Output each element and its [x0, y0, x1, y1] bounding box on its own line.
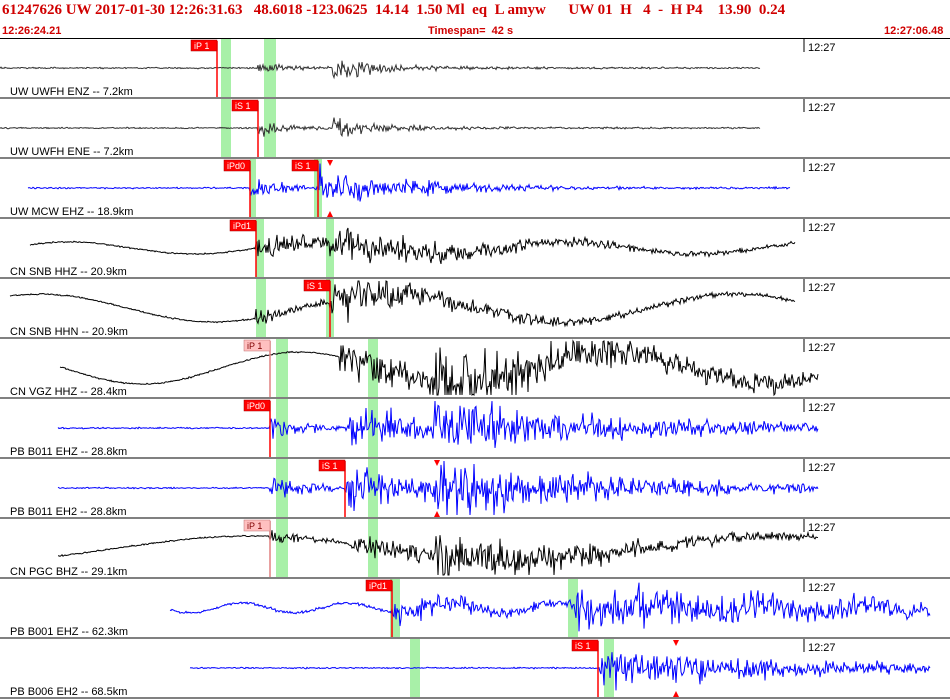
time-tick-label: 12:27	[808, 642, 836, 654]
channel-label: CN VGZ HHZ -- 28.4km	[10, 386, 127, 398]
time-tick-label: 12:27	[808, 222, 836, 234]
channel-label: PB B001 EHZ -- 62.3km	[10, 626, 128, 638]
channel-row[interactable]: iPd1 12:27 CN SNB HHZ -- 20.9km	[0, 219, 950, 279]
phase-window	[568, 579, 578, 637]
phase-window	[326, 219, 334, 277]
waveform-trace	[57, 460, 819, 516]
seismogram-canvas[interactable]: iP 1 12:27 UW UWFH ENZ -- 7.2km iS 1 12:27 UW…	[0, 38, 950, 700]
time-tick-label: 12:27	[808, 402, 836, 414]
channel-row[interactable]: iP 1 12:27 CN PGC BHZ -- 29.1km	[0, 519, 950, 579]
channel-label: UW MCW EHZ -- 18.9km	[10, 206, 133, 218]
phase-window	[276, 459, 288, 517]
pick-label: iPd1	[369, 581, 387, 591]
event-title: 61247626 UW 2017-01-30 12:26:31.63 48.60…	[2, 2, 786, 18]
pick-label: iS 1	[322, 461, 338, 471]
channel-label: PB B011 EH2 -- 28.8km	[10, 506, 127, 518]
arrival-marker	[673, 691, 679, 697]
waveform-trace	[29, 227, 796, 265]
phase-window	[368, 519, 378, 577]
phase-window	[250, 159, 256, 217]
timespan-label: Timespan= 42 s	[428, 25, 514, 37]
seismogram-panel[interactable]: iP 1 12:27 UW UWFH ENZ -- 7.2km iS 1 12:27 UW…	[0, 38, 950, 700]
channel-label: PB B006 EH2 -- 68.5km	[10, 686, 127, 698]
phase-window	[276, 339, 288, 397]
pick-label: iS 1	[235, 101, 251, 111]
arrival-marker	[327, 211, 333, 217]
pick-label: iPd0	[247, 401, 265, 411]
pick-label: iP 1	[194, 41, 209, 51]
channel-row[interactable]: iS 1 12:27 CN SNB HHN -- 20.9km	[0, 279, 950, 339]
channel-row[interactable]: iS 1 12:27 PB B006 EH2 -- 68.5km	[0, 639, 950, 699]
waveform-trace	[59, 339, 819, 397]
pick-flag[interactable]	[318, 459, 346, 472]
pick-label: iP 1	[247, 521, 262, 531]
channel-label: UW UWFH ENZ -- 7.2km	[10, 86, 133, 98]
waveform-trace	[0, 60, 761, 80]
pick-flag[interactable]	[190, 39, 218, 52]
pick-label: iP 1	[247, 341, 262, 351]
pick-flag[interactable]	[365, 579, 393, 592]
pick-flag[interactable]	[303, 279, 331, 292]
channel-row[interactable]: iP 1 12:27 UW UWFH ENZ -- 7.2km	[0, 39, 950, 99]
pick-flag[interactable]	[223, 159, 251, 172]
phase-window	[276, 399, 288, 457]
start-time: 12:26:24.21	[2, 25, 62, 37]
time-tick-label: 12:27	[808, 102, 836, 114]
time-tick-label: 12:27	[808, 42, 836, 54]
pick-flag[interactable]	[231, 99, 259, 112]
waveform-trace	[189, 652, 931, 691]
arrival-marker	[434, 460, 440, 466]
pick-label: iS 1	[307, 281, 323, 291]
waveform-trace	[9, 280, 796, 328]
arrival-marker	[434, 511, 440, 517]
channel-label: UW UWFH ENE -- 7.2km	[10, 146, 133, 158]
pick-label: iS 1	[295, 161, 311, 171]
phase-window	[368, 459, 378, 517]
time-tick-label: 12:27	[808, 342, 836, 354]
pick-label: iPd0	[227, 161, 245, 171]
phase-window	[368, 339, 378, 397]
time-tick-label: 12:27	[808, 282, 836, 294]
time-tick-label: 12:27	[808, 522, 836, 534]
event-header: 61247626 UW 2017-01-30 12:26:31.63 48.60…	[0, 0, 950, 38]
phase-window	[276, 519, 288, 577]
channel-label: CN PGC BHZ -- 29.1km	[10, 566, 127, 578]
pick-flag[interactable]	[571, 639, 599, 652]
pick-flag[interactable]	[243, 519, 271, 532]
waveform-trace	[57, 530, 819, 576]
channel-row[interactable]: iPd1 12:27 PB B001 EHZ -- 62.3km	[0, 579, 950, 639]
channel-label: CN SNB HHN -- 20.9km	[10, 326, 128, 338]
waveform-trace	[0, 117, 761, 138]
pick-flag[interactable]	[243, 399, 271, 412]
channel-row[interactable]: iPd0 12:27 PB B011 EHZ -- 28.8km	[0, 399, 950, 459]
pick-flag[interactable]	[229, 219, 257, 232]
channel-row[interactable]: iPd0 iS 1 12:27 UW MCW EHZ -- 18.9km	[0, 159, 950, 219]
channel-row[interactable]: iS 1 12:27 PB B011 EH2 -- 28.8km	[0, 459, 950, 519]
end-time: 12:27:06.48	[884, 25, 944, 37]
waveform-trace	[57, 400, 819, 448]
pick-flag[interactable]	[243, 339, 271, 352]
pick-label: iPd1	[233, 221, 251, 231]
phase-window	[264, 39, 276, 97]
arrival-marker	[673, 640, 679, 646]
phase-window	[256, 279, 266, 337]
time-tick-label: 12:27	[808, 582, 836, 594]
waveform-trace	[169, 582, 931, 632]
time-tick-label: 12:27	[808, 462, 836, 474]
pick-flag[interactable]	[291, 159, 319, 172]
channel-label: CN SNB HHZ -- 20.9km	[10, 266, 127, 278]
channel-label: PB B011 EHZ -- 28.8km	[10, 446, 127, 458]
waveform-trace	[27, 163, 791, 202]
pick-label: iS 1	[575, 641, 591, 651]
channel-row[interactable]: iP 1 12:27 CN VGZ HHZ -- 28.4km	[0, 339, 950, 399]
arrival-marker	[327, 160, 333, 166]
channel-row[interactable]: iS 1 12:27 UW UWFH ENE -- 7.2km	[0, 99, 950, 159]
time-tick-label: 12:27	[808, 162, 836, 174]
